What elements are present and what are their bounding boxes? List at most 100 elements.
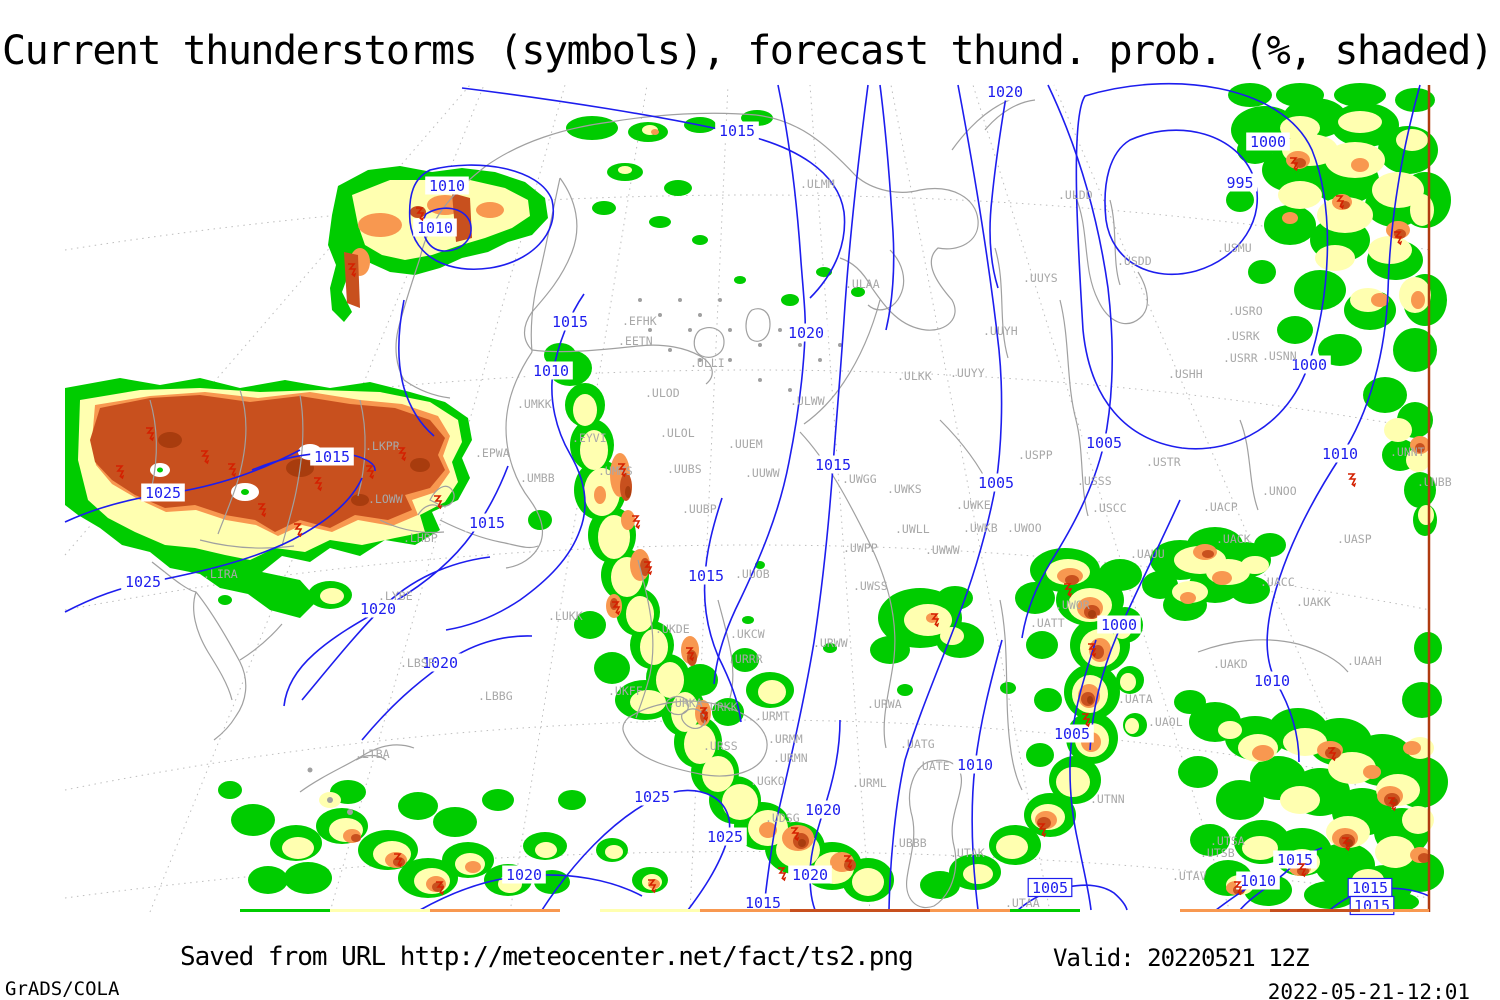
station-label: .URRR xyxy=(728,652,763,666)
station-label: .UTSA xyxy=(1210,834,1245,848)
isobar-label-box xyxy=(1222,173,1258,192)
station-label: .UWKE xyxy=(956,498,991,512)
isobar-label-box xyxy=(630,787,674,806)
isobar-label-box xyxy=(1082,433,1126,452)
station-label: .UTAA xyxy=(1005,896,1040,910)
station-label: .URMN xyxy=(773,751,808,765)
station-label: .USHH xyxy=(1168,367,1203,381)
isobar-label-box xyxy=(141,483,185,502)
station-label: .USDD xyxy=(1117,254,1152,268)
station-label: .LKPR xyxy=(365,439,400,453)
coastlines xyxy=(149,95,1349,909)
station-label: .UNOO xyxy=(1262,484,1297,498)
station-label: .UATG xyxy=(900,737,935,751)
station-label: .ULOD xyxy=(645,386,680,400)
station-label: .UAUU xyxy=(1130,547,1165,561)
station-label: .ULAA xyxy=(845,277,880,291)
isobar-label: 1010 xyxy=(533,362,569,380)
isobar-label: 1005 xyxy=(1032,879,1068,897)
isobar-label: 1015 xyxy=(552,313,588,331)
station-label: .USSS xyxy=(1077,474,1112,488)
isobar-label-box xyxy=(715,121,759,140)
generator-credit: GrADS/COLA xyxy=(5,978,120,1000)
isobar-label: 1010 xyxy=(429,177,465,195)
station-label: .URMT xyxy=(755,709,790,723)
station-label: .USRO xyxy=(1228,304,1263,318)
isobar-label: 1010 xyxy=(957,756,993,774)
station-label: .USRK xyxy=(1225,329,1260,343)
isobar-label-box xyxy=(548,312,592,331)
station-label: .ULLI xyxy=(690,356,725,370)
station-label: .UAAH xyxy=(1347,654,1382,668)
isobar-label-box xyxy=(1246,132,1290,151)
station-label: .UNNT xyxy=(1390,445,1425,459)
station-label: .UUEM xyxy=(728,437,763,451)
station-label: .UGKO xyxy=(750,774,785,788)
isobar-label: 1020 xyxy=(422,654,458,672)
isobar-label: 1005 xyxy=(1054,725,1090,743)
isobar-contours xyxy=(64,82,1430,911)
creation-timestamp: 2022-05-21-12:01 xyxy=(1267,980,1470,1000)
station-label: .URKA xyxy=(668,696,703,710)
isobar-label-box xyxy=(1318,444,1362,463)
isobar-label: 1005 xyxy=(978,474,1014,492)
station-label: .UAKD xyxy=(1213,657,1248,671)
station-label: .LBBG xyxy=(478,689,513,703)
isobar-label-box xyxy=(502,865,546,884)
station-label: .UBBB xyxy=(892,836,927,850)
isobar-label: 995 xyxy=(1226,174,1253,192)
station-labels: .ULMM .ULAA .EFHK .EETN .ULLI .UMKK .EYVI .UMMS… xyxy=(203,177,1452,910)
isobar-label: 1000 xyxy=(1101,616,1137,634)
shading-hole-dots xyxy=(157,467,249,495)
station-label: .USTR xyxy=(1146,455,1181,469)
station-label: .UUYS xyxy=(1023,271,1058,285)
station-label: .LBSF xyxy=(400,656,435,670)
map-frame xyxy=(240,85,1431,912)
isobar-label: 1015 xyxy=(719,122,755,140)
isobar-label: 1005 xyxy=(1086,434,1122,452)
isobar-label-box xyxy=(811,455,855,474)
isobar-label-box xyxy=(1050,724,1094,743)
isobar-label-box xyxy=(529,361,573,380)
station-label: .UAKK xyxy=(1296,595,1331,609)
isobar-label-box xyxy=(741,893,785,912)
station-label: .UATA xyxy=(1118,692,1153,706)
isobar-label: 1025 xyxy=(707,828,743,846)
station-label: .USPP xyxy=(1018,448,1053,462)
isobar-label: 1000 xyxy=(1291,356,1327,374)
station-label: .UUYY xyxy=(950,366,985,380)
station-label: .UNBB xyxy=(1417,475,1452,489)
station-label: .UACK xyxy=(1216,532,1251,546)
isobar-label: 1025 xyxy=(125,573,161,591)
isobar-label: 1020 xyxy=(506,866,542,884)
station-label: .UMKK xyxy=(517,397,552,411)
isobar-label-box xyxy=(703,827,747,846)
isobar-label: 1020 xyxy=(360,600,396,618)
isobar-label-box xyxy=(788,865,832,884)
thunderstorm-symbol-icon xyxy=(1347,473,1357,489)
station-label: .UTSB xyxy=(1200,846,1235,860)
station-label: .UWKS xyxy=(887,482,922,496)
station-label: .UAOL xyxy=(1148,715,1183,729)
station-label: .ULKK xyxy=(897,369,932,383)
thunderstorm-probability-shading xyxy=(65,83,1451,912)
station-label: .URML xyxy=(852,776,887,790)
isobar-label: 1015 xyxy=(745,894,781,912)
isobar-label-box xyxy=(684,566,728,585)
station-label: .UUYH xyxy=(983,324,1018,338)
isobar-label-box xyxy=(465,513,509,532)
isobar-label: 1010 xyxy=(1240,872,1276,890)
isobar-label-box xyxy=(418,653,462,672)
station-label: .UWWW xyxy=(925,543,960,557)
station-label: .EYVI xyxy=(572,431,607,445)
station-label: .ULWW xyxy=(790,394,825,408)
station-label: .UWOO xyxy=(1007,521,1042,535)
station-label: .UKFF xyxy=(608,684,643,698)
station-label: .UATE xyxy=(915,759,950,773)
station-label: .URKK xyxy=(703,700,738,714)
isobar-label-box xyxy=(1287,355,1331,374)
station-label: .UASP xyxy=(1337,532,1372,546)
isobar-label-box xyxy=(1097,615,1141,634)
